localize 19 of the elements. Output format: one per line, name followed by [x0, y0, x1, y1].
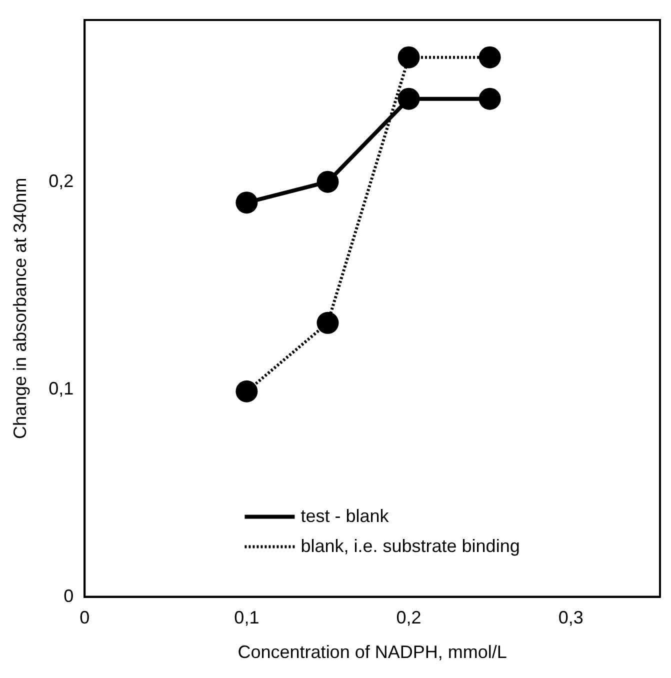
x-tick-label: 0,3 — [558, 608, 584, 628]
y-tick-label: 0 — [64, 586, 74, 606]
point — [236, 380, 258, 402]
point — [398, 88, 420, 110]
point — [478, 88, 501, 110]
point — [478, 46, 501, 68]
point — [316, 170, 339, 193]
legend-label: test - blank — [300, 506, 390, 526]
x-tick-label: 0,1 — [234, 608, 260, 628]
x-tick-label: 0 — [80, 608, 90, 628]
legend-label: blank, i.e. substrate binding — [300, 536, 520, 556]
point — [316, 312, 339, 334]
y-tick-label: 0,1 — [48, 378, 74, 398]
x-axis-title: Concentration of NADPH, mmol/L — [238, 642, 507, 662]
point — [398, 46, 420, 68]
point — [236, 192, 258, 214]
y-tick-label: 0,2 — [48, 170, 74, 191]
y-axis-title: Change in absorbance at 340nm — [10, 178, 30, 439]
x-tick-label: 0,2 — [396, 608, 422, 628]
